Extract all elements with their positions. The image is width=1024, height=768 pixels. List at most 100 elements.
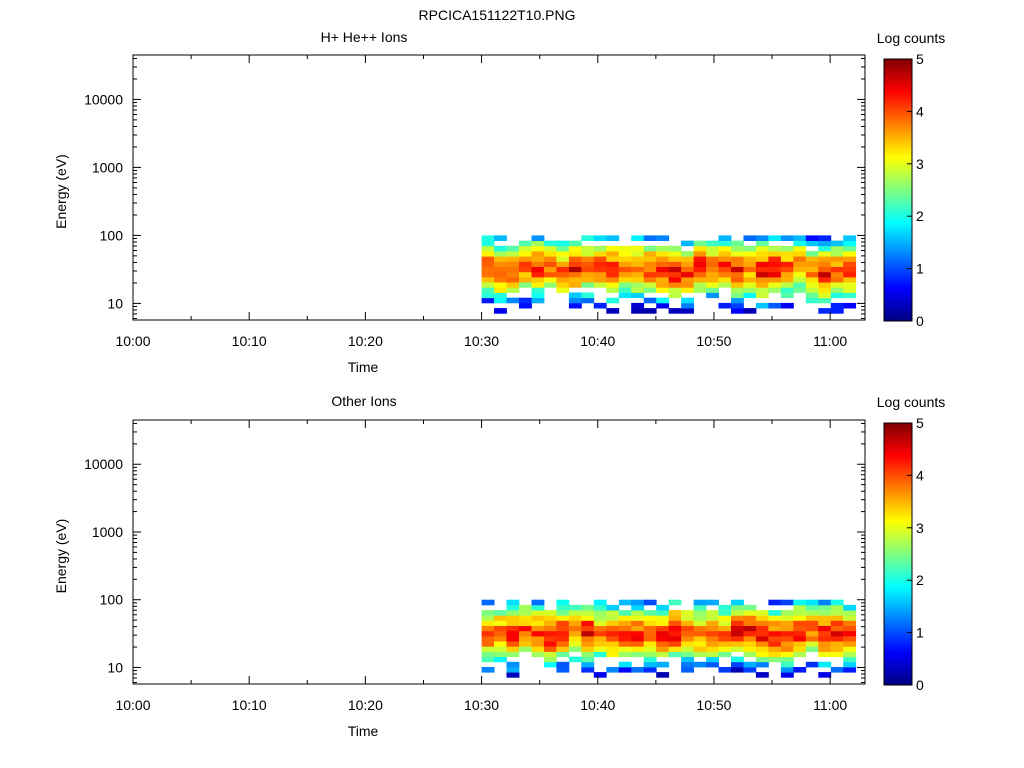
heatmap-cell [706, 282, 719, 288]
heatmap-cell [843, 656, 857, 663]
heatmap-cell [481, 251, 495, 257]
heatmap-cell [618, 635, 632, 642]
heatmap-cell [693, 287, 707, 293]
heatmap-cell [843, 646, 857, 652]
heatmap-cell [843, 635, 857, 642]
heatmap-cell [543, 276, 557, 283]
heatmap-cell [706, 256, 719, 262]
heatmap-cell [780, 667, 794, 673]
colorbar-tick-label: 2 [916, 208, 924, 224]
heatmap-cell [681, 615, 694, 621]
heatmap-cell [706, 625, 719, 632]
heatmap-cell [743, 308, 757, 314]
heatmap-cell [780, 599, 794, 606]
heatmap-cell [768, 610, 782, 616]
heatmap-cell [668, 282, 682, 288]
heatmap-cell [830, 620, 844, 626]
heatmap-cell [818, 292, 832, 299]
y-tick-label: 10 [107, 659, 123, 675]
heatmap-cells [481, 235, 857, 314]
heatmap-cell [681, 282, 694, 288]
y-tick-label: 100 [100, 592, 124, 608]
heatmap-cell [568, 625, 582, 632]
x-tick-label: 10:00 [115, 697, 150, 713]
y-tick-label: 10000 [84, 91, 123, 107]
heatmap-cell [519, 240, 532, 247]
heatmap-cell [556, 667, 570, 673]
heatmap-cell [805, 625, 819, 632]
heatmap-cell [531, 635, 545, 642]
heatmap-cell [606, 251, 620, 257]
heatmap-cell [830, 630, 844, 637]
heatmap-cell [531, 610, 545, 616]
heatmap-cell [805, 620, 819, 626]
heatmap-cell [843, 641, 857, 647]
heatmap-cell [593, 261, 607, 267]
heatmap-cell [743, 610, 757, 616]
heatmap-cell [531, 641, 545, 647]
heatmap-cell [656, 302, 670, 309]
y-tick-label: 1000 [92, 159, 123, 175]
heatmap-cell [805, 282, 819, 288]
heatmap-cell [618, 610, 632, 616]
heatmap-cell [768, 646, 782, 652]
heatmap-cell [818, 641, 832, 647]
panel-title: H+ He++ Ions [321, 29, 408, 45]
colorbar-tick-label: 4 [916, 103, 924, 119]
heatmap-cell [668, 292, 682, 299]
heatmap-cell [606, 235, 620, 241]
heatmap-cell [606, 651, 620, 658]
x-tick-label: 10:40 [580, 333, 615, 349]
heatmap-cell [606, 615, 620, 621]
heatmap-cell [693, 615, 707, 621]
heatmap-cell [506, 635, 520, 642]
heatmap-cell [643, 641, 657, 647]
heatmap-cell [743, 615, 757, 621]
heatmap-cell [593, 266, 607, 273]
heatmap-cell [693, 635, 707, 642]
colorbar-tick-label: 0 [916, 313, 924, 329]
heatmap-cell [568, 276, 582, 283]
colorbar-tick-label: 5 [916, 51, 924, 67]
heatmap-cell [556, 251, 570, 257]
heatmap-cell [805, 235, 819, 241]
heatmap-cell [519, 610, 532, 616]
x-axis-label: Time [348, 359, 379, 375]
heatmap-cell [693, 240, 707, 247]
heatmap-cell [494, 308, 507, 314]
heatmap-cell [556, 240, 570, 247]
heatmap-cell [830, 256, 844, 262]
colorbar-tick-label: 1 [916, 261, 924, 277]
heatmap-cell [519, 615, 532, 621]
heatmap-cell [543, 256, 557, 262]
heatmap-cell [494, 292, 507, 299]
heatmap-cell [755, 287, 769, 293]
heatmap-cell [481, 235, 495, 241]
heatmap-cell [818, 235, 832, 241]
heatmap-cell [543, 635, 557, 642]
heatmap-cell [718, 271, 732, 278]
x-tick-label: 10:30 [464, 333, 499, 349]
heatmap-cell [818, 615, 832, 621]
heatmap-cell [755, 610, 769, 616]
heatmap-cell [506, 667, 520, 673]
heatmap-cell [706, 610, 719, 616]
heatmap-cell [606, 620, 620, 626]
heatmap-cell [581, 292, 595, 299]
heatmap-cell [568, 282, 582, 288]
heatmap-cell [681, 271, 694, 278]
heatmap-cell [743, 261, 757, 267]
heatmap-cell [506, 251, 520, 257]
heatmap-cell [568, 256, 582, 262]
heatmap-cell [643, 256, 657, 262]
colorbar-tick-label: 3 [916, 156, 924, 172]
heatmap-cell [631, 292, 645, 299]
heatmap-cell [718, 635, 732, 642]
heatmap-cell [743, 635, 757, 642]
heatmap-cell [543, 251, 557, 257]
heatmap-cell [731, 261, 744, 267]
heatmap-cell [755, 302, 769, 309]
heatmap-cell [481, 641, 495, 647]
heatmap-cell [568, 271, 582, 278]
heatmap-cell [793, 256, 807, 262]
